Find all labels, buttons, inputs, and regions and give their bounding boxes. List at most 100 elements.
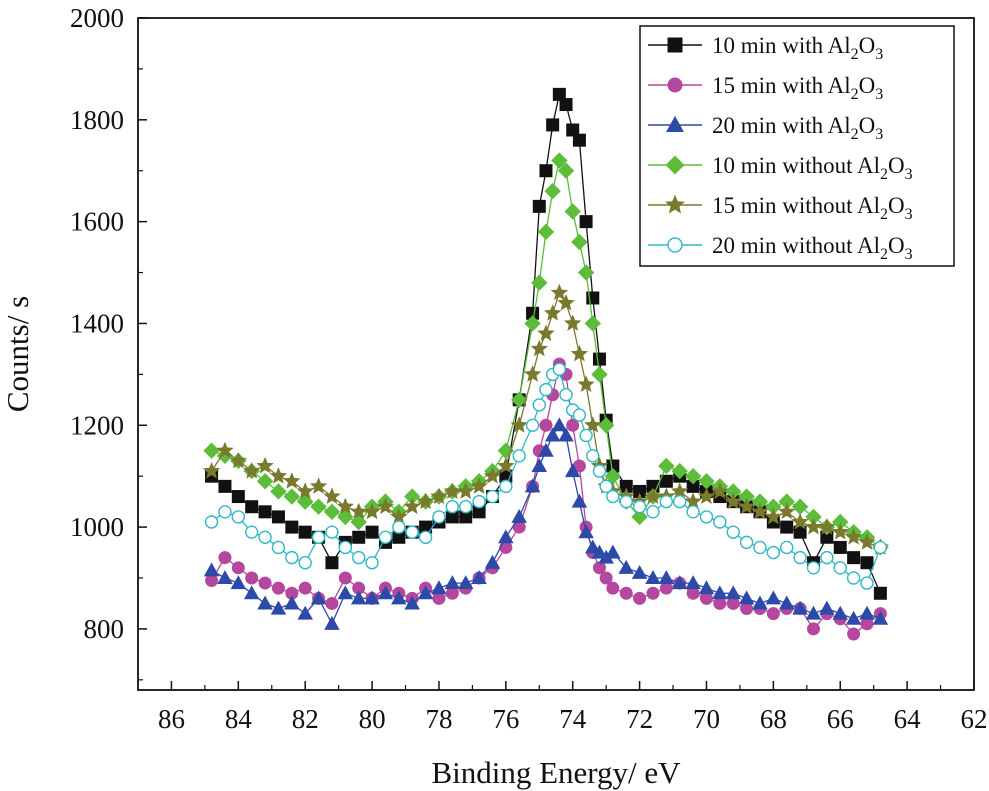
data-point bbox=[586, 449, 600, 463]
y-axis-title: Counts/ s bbox=[0, 296, 35, 412]
data-point bbox=[859, 605, 875, 620]
data-point bbox=[405, 525, 419, 539]
legend-item: 15 min with Al2O3 bbox=[648, 73, 883, 103]
data-point bbox=[432, 510, 446, 524]
legend-marker bbox=[665, 155, 685, 175]
data-point bbox=[579, 215, 593, 229]
data-point bbox=[713, 515, 727, 529]
data-point bbox=[845, 610, 862, 625]
data-point bbox=[791, 498, 809, 515]
data-point bbox=[778, 502, 796, 520]
data-point bbox=[229, 451, 247, 469]
data-point bbox=[564, 314, 582, 331]
data-point bbox=[818, 517, 836, 535]
data-point bbox=[530, 339, 548, 357]
data-point bbox=[532, 199, 546, 213]
data-point bbox=[445, 500, 460, 514]
legend-text-part: 10 min with Al bbox=[712, 33, 851, 58]
legend-label: 10 min without Al2O3 bbox=[712, 153, 913, 183]
data-point bbox=[699, 510, 714, 524]
data-point bbox=[557, 162, 575, 179]
data-point bbox=[539, 164, 553, 178]
data-point bbox=[780, 540, 794, 555]
data-point bbox=[283, 488, 301, 505]
data-point bbox=[245, 500, 259, 514]
x-tick-label: 80 bbox=[359, 704, 386, 734]
data-point bbox=[510, 416, 528, 433]
data-point bbox=[646, 586, 660, 600]
data-point bbox=[858, 533, 876, 550]
data-point bbox=[323, 503, 341, 521]
data-point bbox=[298, 525, 312, 539]
data-point bbox=[844, 528, 863, 545]
legend-marker bbox=[667, 237, 683, 253]
data-point bbox=[673, 494, 687, 509]
legend-item: 20 min with Al2O3 bbox=[648, 113, 883, 143]
data-point bbox=[577, 375, 595, 392]
x-tick-label: 68 bbox=[760, 704, 787, 734]
data-point bbox=[819, 600, 835, 615]
data-point bbox=[550, 283, 569, 301]
data-point bbox=[792, 600, 808, 615]
data-point bbox=[791, 512, 809, 530]
data-point bbox=[806, 561, 821, 575]
legend-text-part: O bbox=[888, 153, 905, 178]
series-line bbox=[211, 362, 881, 635]
data-point bbox=[243, 462, 261, 479]
data-point bbox=[297, 605, 313, 620]
data-point bbox=[751, 502, 769, 520]
data-point bbox=[511, 391, 528, 409]
x-tick-label: 70 bbox=[693, 704, 720, 734]
legend-marker bbox=[665, 194, 685, 214]
data-point bbox=[564, 463, 581, 478]
data-point bbox=[537, 223, 555, 241]
data-point bbox=[217, 570, 233, 585]
data-point bbox=[325, 556, 339, 570]
data-point bbox=[873, 586, 887, 600]
legend-subscript: 2 bbox=[851, 126, 859, 143]
data-point bbox=[847, 627, 861, 641]
data-point bbox=[591, 366, 608, 383]
data-point bbox=[403, 497, 421, 515]
data-point bbox=[231, 510, 246, 524]
data-point bbox=[203, 442, 220, 459]
data-point bbox=[471, 570, 487, 585]
data-point bbox=[659, 494, 674, 509]
legend-text-part: O bbox=[888, 233, 905, 258]
data-point bbox=[218, 551, 232, 565]
x-tick-label: 72 bbox=[626, 704, 653, 734]
data-point bbox=[592, 464, 607, 478]
legend-label: 15 min without Al2O3 bbox=[712, 193, 913, 223]
x-tick-label: 76 bbox=[492, 704, 519, 734]
data-point bbox=[725, 585, 741, 600]
data-point bbox=[524, 315, 541, 332]
data-point bbox=[633, 591, 647, 605]
data-point bbox=[860, 576, 874, 590]
y-tick-label: 2000 bbox=[70, 3, 124, 33]
data-point bbox=[685, 575, 701, 590]
data-point bbox=[430, 487, 448, 504]
data-point bbox=[544, 182, 561, 200]
data-point bbox=[737, 497, 756, 515]
y-tick-label: 800 bbox=[84, 614, 125, 644]
legend-item: 15 min without Al2O3 bbox=[648, 193, 913, 223]
data-point bbox=[552, 362, 567, 376]
data-point bbox=[258, 530, 272, 544]
legend-marker bbox=[667, 77, 683, 93]
data-point bbox=[204, 515, 219, 529]
x-tick-label: 74 bbox=[559, 704, 587, 734]
data-point bbox=[484, 554, 501, 569]
x-tick-label: 82 bbox=[292, 704, 319, 734]
data-point bbox=[571, 233, 588, 251]
data-point bbox=[671, 575, 688, 590]
data-point bbox=[698, 580, 715, 595]
data-point bbox=[846, 571, 861, 585]
data-point bbox=[485, 489, 500, 504]
legend-label: 20 min with Al2O3 bbox=[712, 113, 883, 143]
data-point bbox=[559, 388, 573, 402]
legend-subscript: 3 bbox=[875, 86, 883, 103]
data-point bbox=[712, 585, 728, 600]
x-axis-title: Binding Energy/ eV bbox=[431, 755, 681, 790]
data-point bbox=[585, 539, 601, 554]
data-point bbox=[619, 494, 633, 509]
